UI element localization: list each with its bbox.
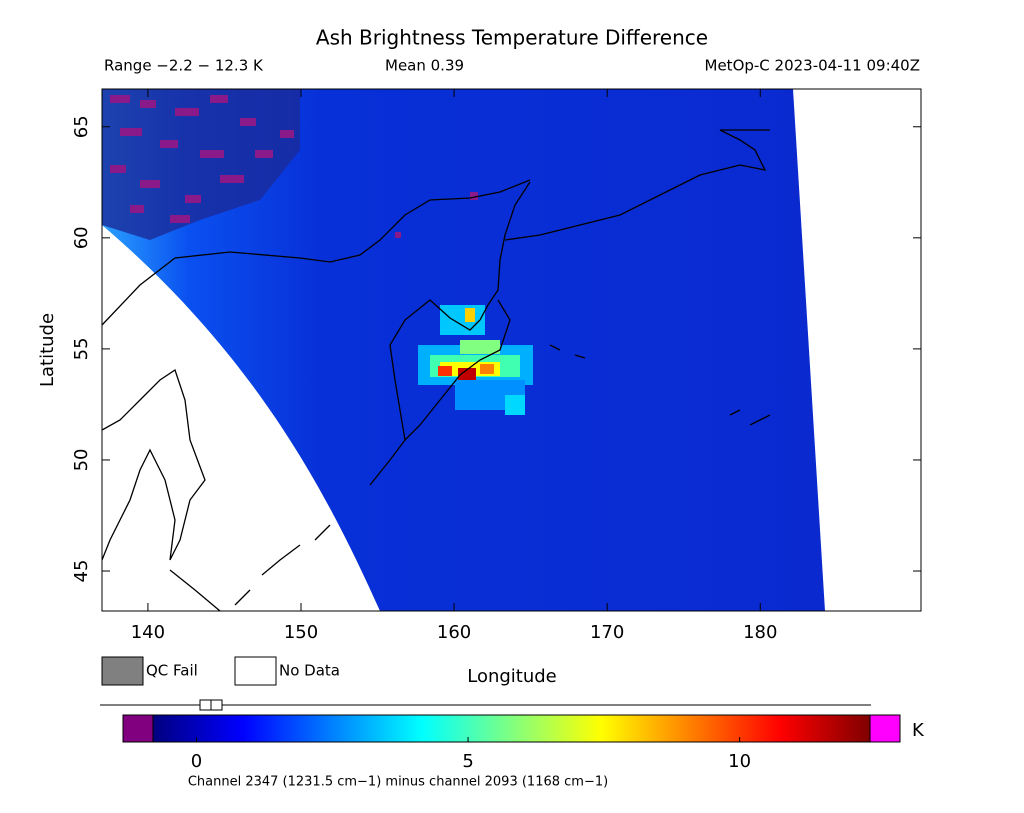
qc-speckle [110, 95, 478, 238]
colorbar-tick-label: 5 [462, 751, 473, 772]
slider-handle [210, 699, 223, 711]
colorbar-tick-label: 0 [191, 751, 202, 772]
colorbar-unit: K [912, 720, 925, 741]
x-tick-label: 140 [131, 622, 165, 643]
slider-handle [199, 699, 212, 711]
swath-edge [102, 89, 300, 240]
ash-plume [418, 305, 533, 415]
map [102, 89, 825, 611]
chart-title: Ash Brightness Temperature Difference [316, 26, 708, 50]
x-axis-label: Longitude [467, 666, 557, 687]
x-tick-label: 160 [437, 622, 471, 643]
source-label: MetOp-C 2023-04-11 09:40Z [705, 57, 920, 75]
mean-label: Mean 0.39 [385, 57, 464, 75]
colorbar-under [122, 714, 154, 743]
legend-swatch [101, 656, 144, 686]
legend-label: No Data [279, 662, 340, 680]
y-tick-label: 60 [71, 226, 92, 249]
plot-frame [101, 88, 922, 612]
x-tick-label: 180 [743, 622, 777, 643]
colorbar-caption: Channel 2347 (1231.5 cm−1) minus channel… [188, 775, 608, 790]
range-label: Range −2.2 − 12.3 K [104, 57, 264, 75]
x-tick-label: 150 [284, 622, 318, 643]
colorbar-tick-label: 10 [728, 751, 751, 772]
legend-swatch [234, 656, 277, 686]
y-axis-label: Latitude [37, 313, 58, 387]
x-tick-label: 170 [590, 622, 624, 643]
coastlines [102, 129, 771, 611]
colorbar-over [869, 714, 901, 743]
y-tick-label: 65 [71, 115, 92, 138]
colorbar [152, 714, 871, 743]
y-tick-label: 55 [71, 337, 92, 360]
legend-label: QC Fail [146, 662, 198, 680]
y-tick-label: 50 [71, 449, 92, 472]
y-tick-label: 45 [71, 560, 92, 583]
